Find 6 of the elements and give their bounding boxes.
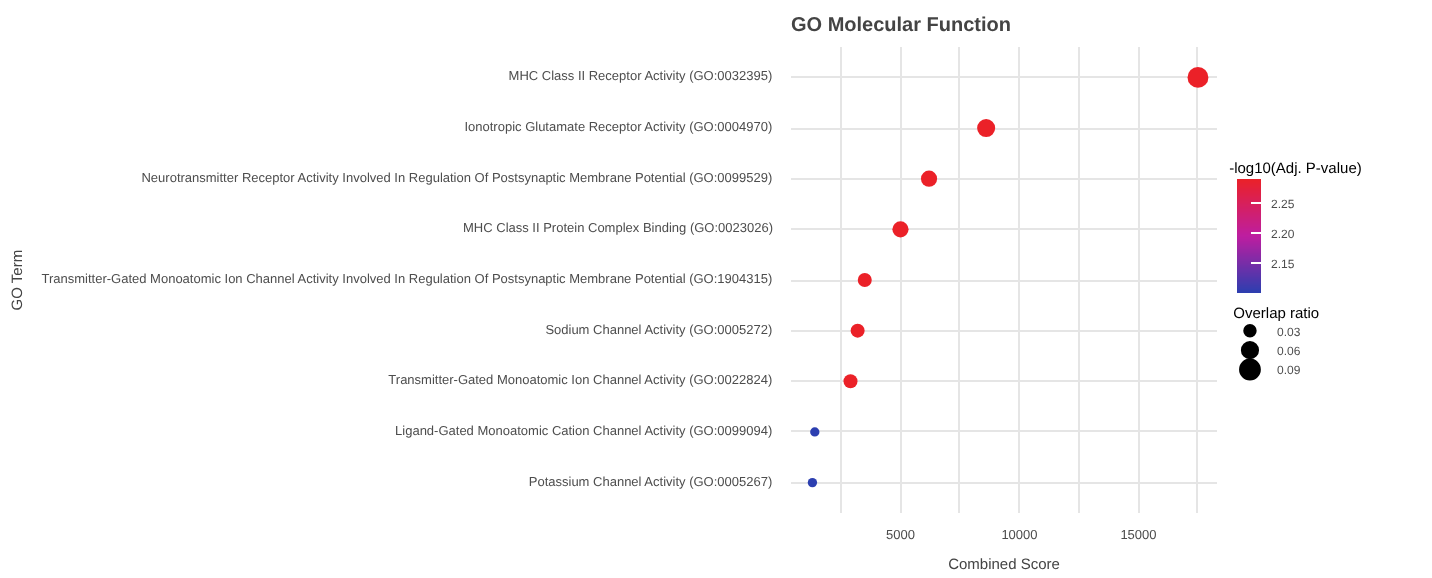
- point: [857, 273, 872, 287]
- point: [850, 323, 865, 338]
- point: [892, 221, 909, 238]
- point: [843, 374, 858, 389]
- chart-title: GO Molecular Function: [791, 15, 1012, 37]
- point: [920, 170, 938, 187]
